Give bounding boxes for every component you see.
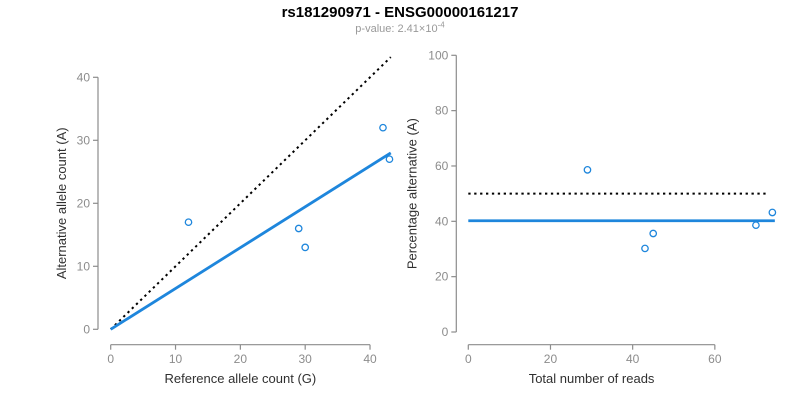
y-tick-label: 0 [83, 322, 90, 336]
data-point [379, 123, 387, 132]
data-point [184, 218, 193, 227]
pvalue-exponent: -4 [437, 20, 445, 30]
data-point [301, 243, 310, 252]
y-tick-label: 10 [77, 259, 91, 273]
chart-title: rs181290971 - ENSG00000161217 [281, 4, 519, 21]
y-axis-title: Percentage alternative (A) [404, 118, 419, 269]
y-tick-label: 80 [435, 104, 449, 118]
y-tick-label: 60 [435, 159, 449, 173]
pvalue-subtitle: p-value: 2.41×10-4 [0, 20, 800, 35]
x-tick-label: 60 [708, 352, 722, 366]
x-tick-label: 40 [626, 352, 640, 366]
data-point [768, 208, 777, 217]
identity-line [110, 56, 392, 331]
x-axis-title: Reference allele count (G) [164, 371, 316, 386]
x-tick-label: 30 [299, 352, 313, 366]
x-tick-label: 40 [363, 352, 377, 366]
data-point [641, 244, 649, 253]
y-tick-label: 40 [435, 214, 449, 228]
x-tick-label: 10 [169, 352, 183, 366]
data-point [649, 229, 658, 238]
y-axis-title: Alternative allele count (A) [54, 127, 69, 279]
x-tick-label: 20 [234, 352, 248, 366]
x-axis-title: Total number of reads [529, 371, 655, 386]
pvalue-text: p-value: 2.41×10 [355, 23, 438, 35]
y-tick-label: 20 [435, 270, 449, 284]
y-tick-label: 100 [428, 48, 448, 62]
data-point [385, 155, 394, 164]
y-tick-label: 20 [77, 196, 91, 210]
data-point [583, 166, 592, 174]
data-point [294, 224, 303, 233]
y-tick-label: 0 [442, 325, 449, 339]
x-tick-label: 0 [465, 352, 472, 366]
fit-line [109, 151, 392, 331]
y-tick-label: 30 [77, 133, 91, 147]
x-tick-label: 0 [107, 352, 114, 366]
y-tick-label: 40 [77, 70, 91, 84]
data-point [752, 221, 760, 230]
x-tick-label: 20 [544, 352, 558, 366]
